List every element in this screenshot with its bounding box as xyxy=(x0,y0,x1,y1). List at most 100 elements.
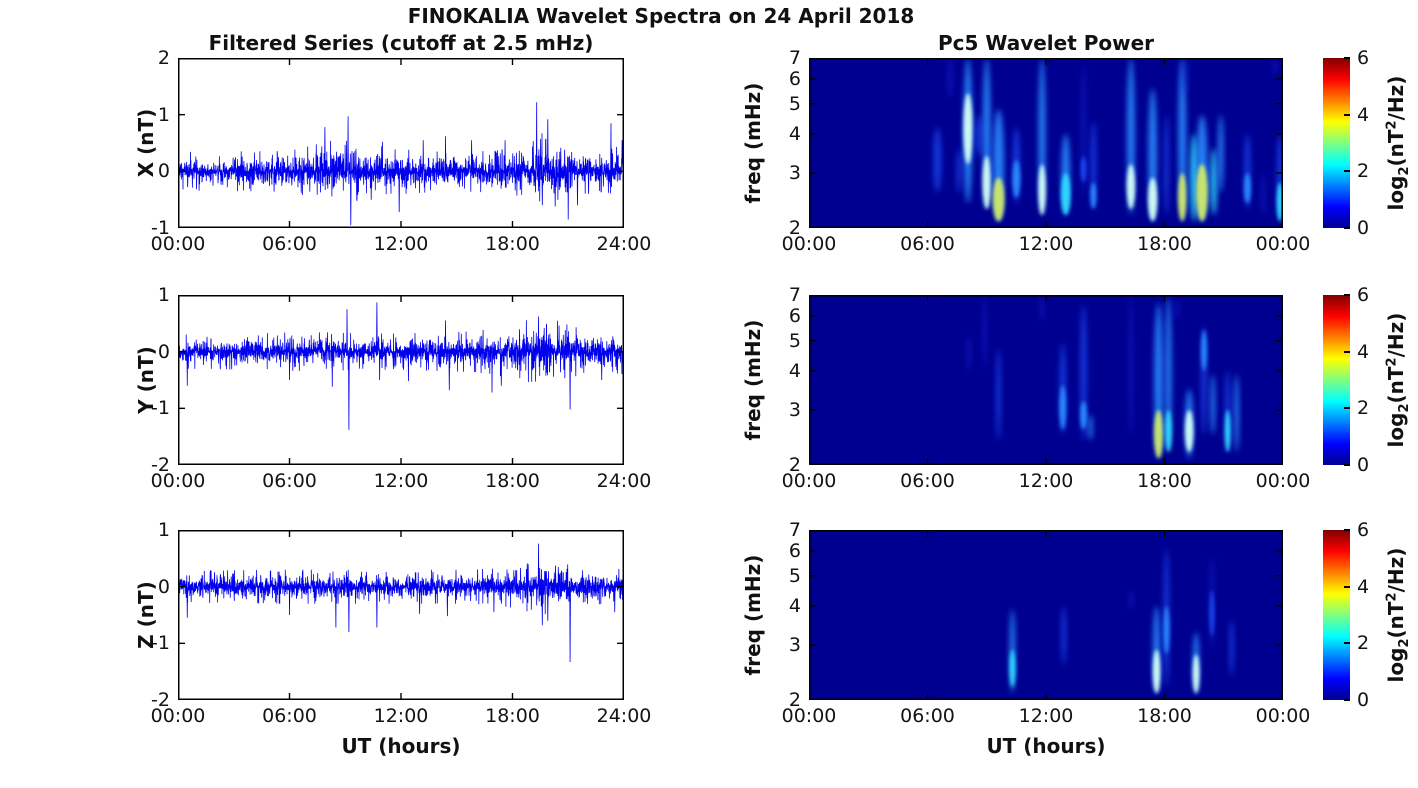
x-tick-label: 00:00 xyxy=(150,705,206,727)
colorbar-1 xyxy=(1323,58,1350,228)
wavelet-power-streak xyxy=(1175,298,1180,321)
y-tick-label: 2 xyxy=(788,454,801,476)
colorbar-tick-mark xyxy=(1344,585,1350,588)
wavelet-power-streak-core xyxy=(963,93,973,165)
y-tick-label: -1 xyxy=(151,217,170,239)
colorbar-label-post: /Hz) xyxy=(1384,75,1408,121)
y-tick-label: 6 xyxy=(788,67,801,90)
colorbar-tick-mark xyxy=(1344,464,1350,466)
x-tick-label: 06:00 xyxy=(900,233,955,255)
y-tick-label: 0 xyxy=(157,160,170,183)
wavelet-power-streak xyxy=(1183,58,1189,94)
wavelet-power-streak xyxy=(1260,172,1266,216)
colorbar-label-pre: log xyxy=(1384,647,1408,683)
x-tick-label: 06:00 xyxy=(262,705,317,727)
wavelet-power-streak-core xyxy=(1184,409,1194,453)
wav-y-spectrogram-svg xyxy=(809,295,1283,465)
colorbar-tick-label: 0 xyxy=(1357,217,1370,239)
colorbar-tick-mark xyxy=(1344,529,1350,531)
axis-ticks xyxy=(178,530,624,700)
colorbar-tick-label: 6 xyxy=(1357,519,1370,541)
wavelet-power-streak-core xyxy=(1178,172,1187,222)
wavelet-power-streak-core xyxy=(1192,654,1200,694)
x-axis-label-right: UT (hours) xyxy=(986,734,1106,758)
x-tick-label: 06:00 xyxy=(900,705,955,727)
y-tick-label: 0 xyxy=(157,575,170,598)
colorbar-tick-mark xyxy=(1344,227,1350,229)
x-tick-label: 00:00 xyxy=(1255,470,1311,492)
wavelet-power-streak-core xyxy=(1090,182,1097,210)
y-tick-label: 3 xyxy=(788,161,801,184)
ts-y-plot-svg xyxy=(178,295,624,465)
y-tick-label: -2 xyxy=(151,454,170,476)
x-tick-label: 12:00 xyxy=(373,233,429,255)
wavelet-power-streak xyxy=(1229,620,1234,676)
colorbar-tick-label: 2 xyxy=(1357,160,1370,183)
ts-y-trace xyxy=(178,302,624,430)
colorbar-tick-mark xyxy=(1344,642,1350,645)
wavelet-power-streak xyxy=(1088,414,1093,441)
colorbar-label-sub: 2 xyxy=(1397,403,1412,413)
wavelet-power-streak xyxy=(956,148,962,193)
wavelet-power-streak xyxy=(975,114,983,156)
colorbar-tick-mark xyxy=(1344,350,1350,353)
wavelet-power-streak-core xyxy=(1201,330,1207,371)
wavelet-power-streak xyxy=(1061,605,1067,665)
wavelet-power-streak xyxy=(1234,374,1239,453)
wavelet-power-streak xyxy=(1190,133,1199,222)
ts-x-trace xyxy=(178,102,624,226)
ts-z-plot-svg xyxy=(178,530,624,700)
wavelet-power-streak xyxy=(982,295,987,368)
wavelet-power-streak xyxy=(1128,295,1134,435)
wavelet-power-streak-core xyxy=(1080,401,1087,430)
wavelet-power-streak-core xyxy=(1209,589,1215,637)
x-tick-label: 12:00 xyxy=(373,705,429,727)
ts-z-trace xyxy=(178,543,624,663)
wavelet-power-streak xyxy=(1128,589,1134,610)
colorbar-label-sub: 2 xyxy=(1397,638,1412,648)
axis-ticks xyxy=(809,295,1283,465)
x-tick-label: 00:00 xyxy=(781,705,837,727)
x-tick-label: 12:00 xyxy=(373,470,429,492)
y-tick-label: 7 xyxy=(788,284,801,306)
x-tick-label: 18:00 xyxy=(485,233,540,255)
axis-ticks xyxy=(178,58,624,228)
x-tick-label: 00:00 xyxy=(150,470,206,492)
x-tick-label: 00:00 xyxy=(1255,233,1311,255)
wav-x-spectrogram-svg xyxy=(809,58,1283,228)
wavelet-power-streak-core xyxy=(1012,160,1021,198)
colorbar-label-3: log2(nT2/Hz) xyxy=(1384,548,1412,683)
wavelet-power-streak-core xyxy=(1244,172,1251,204)
wavelet-power-streak xyxy=(1039,295,1045,321)
x-tick-label: 00:00 xyxy=(150,233,206,255)
y-tick-label: 3 xyxy=(788,398,801,421)
wavelet-power-streak xyxy=(966,335,972,371)
x-tick-label: 12:00 xyxy=(1018,470,1074,492)
wavelet-power-streak xyxy=(1164,114,1169,216)
wavelet-power-streak-core xyxy=(1148,177,1158,222)
y-tick-label: 4 xyxy=(788,594,801,617)
colorbar-label-pre: log xyxy=(1384,175,1408,211)
y-tick-label: 7 xyxy=(788,519,801,541)
wavelet-power-streak-core xyxy=(1163,605,1170,655)
y-tick-label: 6 xyxy=(788,304,801,327)
colorbar-label-post: /Hz) xyxy=(1384,547,1408,593)
y-tick-label: 2 xyxy=(157,47,170,69)
colorbar-label-mid: (nT xyxy=(1384,601,1408,639)
wavelet-power-streak-core xyxy=(1276,182,1283,222)
colorbar-tick-label: 6 xyxy=(1357,47,1370,69)
y-tick-label: -2 xyxy=(151,689,170,711)
colorbar-label-2: log2(nT2/Hz) xyxy=(1384,313,1412,448)
x-tick-label: 06:00 xyxy=(262,233,317,255)
colorbar-tick-label: 4 xyxy=(1357,340,1370,363)
y-tick-label: 3 xyxy=(788,633,801,656)
colorbar-tick-mark xyxy=(1344,113,1350,116)
wavelet-power-streak xyxy=(947,58,953,99)
colorbar-label-1: log2(nT2/Hz) xyxy=(1384,76,1412,211)
wavelet-power-streak xyxy=(1210,148,1218,216)
wavelet-power-streak-core xyxy=(992,177,1005,222)
x-tick-label: 00:00 xyxy=(781,233,837,255)
wavelet-power-streak xyxy=(1272,58,1278,75)
y-tick-label: 2 xyxy=(788,217,801,239)
y-tick-label: 5 xyxy=(788,329,801,352)
